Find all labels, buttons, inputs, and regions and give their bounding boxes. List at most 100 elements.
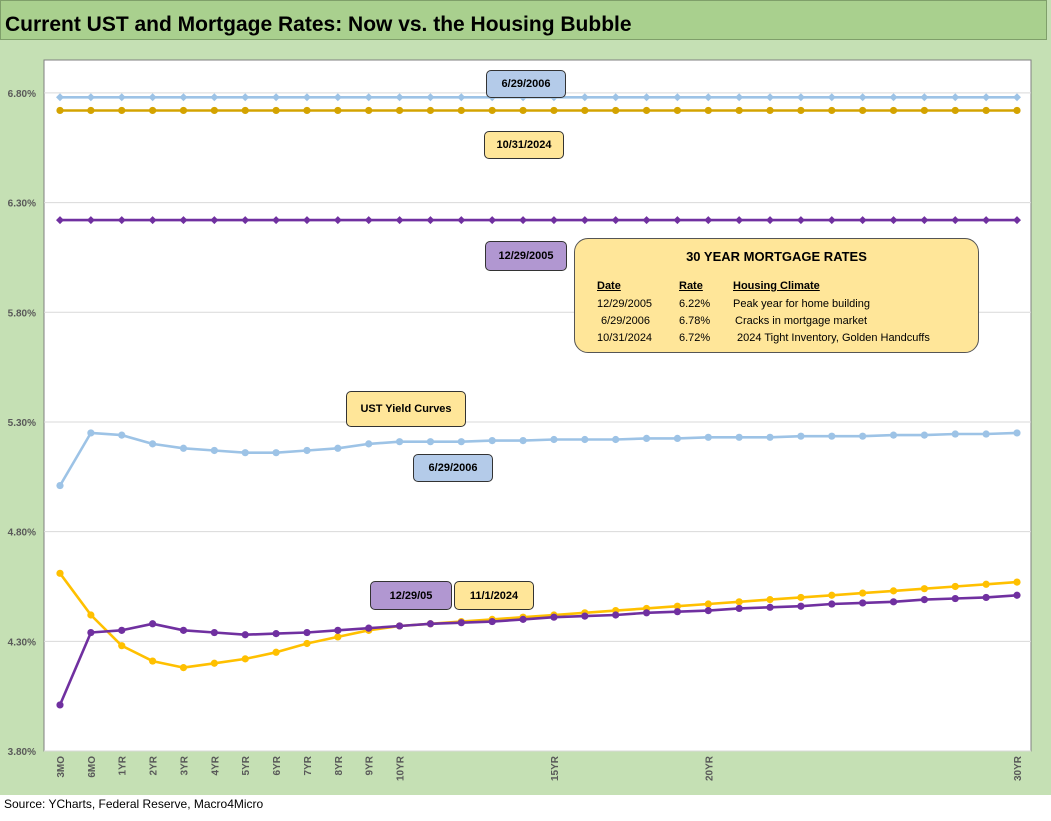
- x-tick-label: 10YR: [396, 755, 407, 781]
- data-point: [982, 580, 990, 588]
- data-point: [858, 93, 867, 102]
- data-point: [1013, 106, 1021, 115]
- data-point: [982, 106, 990, 115]
- data-point: [951, 106, 959, 115]
- data-point: [828, 432, 836, 440]
- data-point: [426, 438, 435, 446]
- data-point: [704, 216, 713, 225]
- data-point: [920, 93, 929, 102]
- data-point: [365, 106, 373, 115]
- data-point: [303, 106, 311, 115]
- data-point: [333, 216, 342, 225]
- data-point: [395, 438, 404, 446]
- data-point: [118, 106, 126, 115]
- data-point: [149, 106, 157, 115]
- data-point: [56, 701, 64, 709]
- data-point: [457, 619, 465, 627]
- data-point: [889, 431, 898, 439]
- data-point: [580, 93, 589, 102]
- y-tick-label: 4.80%: [8, 528, 36, 539]
- series-4: [56, 429, 1021, 490]
- data-point: [210, 446, 218, 455]
- data-point: [735, 604, 743, 613]
- data-point: [920, 585, 928, 593]
- x-axis-ticks: 3MO 6MO 1YR 2YR 3YR 4YR 5YR 6YR 7YR 8YR 9YR 10YR 15Y…: [56, 755, 1024, 781]
- data-point: [1013, 216, 1021, 225]
- data-point: [797, 432, 805, 440]
- data-point: [426, 620, 435, 628]
- data-point: [179, 106, 188, 115]
- data-point: [642, 434, 651, 443]
- data-point: [673, 434, 682, 443]
- data-point: [982, 93, 991, 102]
- data-point: [272, 449, 280, 457]
- data-point: [828, 600, 836, 608]
- data-point: [457, 93, 466, 102]
- data-point: [426, 216, 435, 225]
- x-tick-label: 4YR: [210, 755, 221, 775]
- row-2-climate: Cracks in mortgage market: [735, 315, 868, 327]
- data-point: [889, 598, 898, 606]
- header-date: Date: [597, 280, 621, 292]
- data-point: [827, 216, 836, 225]
- data-point: [642, 609, 651, 617]
- label-mortgage-10-31-2024: 10/31/2024: [484, 131, 564, 159]
- row-2-rate: 6.78%: [679, 315, 711, 327]
- row-3-climate: 2024 Tight Inventory, Golden Handcuffs: [737, 332, 930, 344]
- data-point: [673, 602, 682, 610]
- data-point: [735, 433, 743, 441]
- data-point: [1013, 591, 1021, 599]
- data-point: [86, 93, 95, 102]
- series-line: [58, 572, 1018, 669]
- data-point: [549, 216, 558, 225]
- data-point: [488, 106, 496, 115]
- data-point: [550, 106, 558, 115]
- x-tick-label: 30YR: [1013, 755, 1024, 781]
- data-point: [364, 216, 373, 225]
- data-point: [272, 648, 280, 656]
- data-point: [1013, 429, 1021, 437]
- data-point: [302, 93, 311, 102]
- row-1-date: 12/29/2005: [597, 298, 653, 310]
- data-point: [87, 429, 95, 437]
- data-point: [1013, 93, 1021, 102]
- y-tick-label: 6.30%: [8, 199, 36, 210]
- data-point: [612, 435, 620, 444]
- data-point: [920, 106, 928, 115]
- data-point: [241, 655, 249, 663]
- data-point: [210, 659, 218, 667]
- data-point: [395, 93, 404, 102]
- data-point: [117, 93, 126, 102]
- data-point: [426, 106, 435, 115]
- data-point: [210, 93, 219, 102]
- data-point: [673, 106, 682, 115]
- data-point: [766, 216, 775, 225]
- data-point: [334, 633, 342, 641]
- data-point: [673, 608, 682, 616]
- data-point: [611, 216, 620, 225]
- data-point: [118, 431, 126, 439]
- data-point: [858, 216, 867, 225]
- x-tick-label: 2YR: [149, 755, 160, 775]
- data-point: [859, 589, 867, 597]
- data-point: [426, 93, 435, 102]
- data-point: [272, 630, 280, 638]
- data-point: [56, 569, 64, 577]
- data-point: [488, 436, 496, 445]
- data-point: [86, 216, 95, 225]
- data-point: [704, 600, 712, 608]
- y-tick-label: 4.30%: [8, 637, 36, 648]
- data-point: [827, 93, 836, 102]
- data-point: [303, 628, 311, 637]
- x-tick-label: 9YR: [365, 755, 376, 775]
- data-point: [796, 216, 805, 225]
- data-point: [179, 626, 188, 634]
- y-tick-label: 5.30%: [8, 418, 36, 429]
- x-tick-label: 15YR: [550, 755, 561, 781]
- data-point: [457, 216, 466, 225]
- data-point: [148, 216, 157, 225]
- data-point: [179, 664, 188, 672]
- y-tick-label: 5.80%: [8, 308, 36, 319]
- mortgage-rates-info-box: 30 YEAR MORTGAGE RATES Date Rate Housing…: [574, 238, 979, 353]
- data-point: [519, 615, 527, 623]
